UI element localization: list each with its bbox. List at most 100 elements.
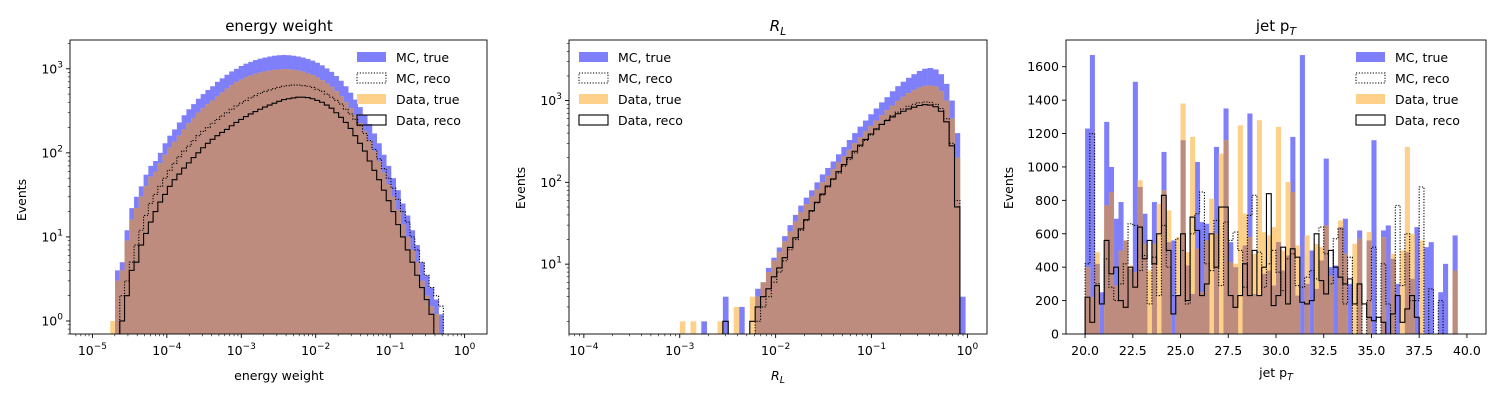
legend-swatch bbox=[1355, 72, 1386, 84]
hist-bar bbox=[352, 115, 358, 334]
hist-bar bbox=[1338, 227, 1344, 334]
hist-bar bbox=[214, 96, 221, 334]
legend-label: Data, reco bbox=[618, 113, 683, 128]
legend-label: Data, reco bbox=[396, 113, 461, 128]
x-tick-label: 27.5 bbox=[1214, 343, 1242, 358]
hist-bar bbox=[1285, 255, 1291, 334]
legend-swatch bbox=[1355, 114, 1386, 126]
hist-bar bbox=[830, 169, 837, 334]
hist-bar bbox=[819, 182, 826, 334]
hist-bar bbox=[814, 189, 821, 334]
hist-bar bbox=[803, 204, 810, 334]
x-tick-label: 10−4 bbox=[569, 342, 598, 358]
x-tick-label: 10−5 bbox=[78, 342, 107, 358]
hist-bar bbox=[1237, 125, 1243, 334]
hist-bar bbox=[782, 241, 788, 334]
series-overlap bbox=[755, 85, 961, 334]
hist-bar bbox=[717, 321, 724, 334]
x-axis-title: jet pT bbox=[1258, 365, 1294, 383]
hist-bar bbox=[873, 120, 880, 334]
x-tick-label: 10−3 bbox=[665, 342, 694, 358]
hist-bar bbox=[181, 129, 187, 334]
hist-bar bbox=[1233, 267, 1239, 334]
x-tick-label: 22.5 bbox=[1119, 343, 1147, 358]
hist-bar bbox=[1166, 242, 1172, 334]
hist-bar bbox=[138, 196, 144, 334]
hist-bar bbox=[1199, 222, 1205, 334]
title-main: R bbox=[770, 17, 780, 35]
hist-bar bbox=[438, 314, 444, 334]
legend-label: MC, true bbox=[618, 50, 671, 65]
hist-bar bbox=[760, 282, 767, 334]
hist-bar bbox=[291, 69, 297, 334]
hist-bar bbox=[1113, 285, 1119, 334]
hist-bar bbox=[262, 71, 268, 334]
hist-bar bbox=[739, 306, 745, 334]
hist-bar bbox=[1409, 278, 1415, 334]
legend-swatch bbox=[578, 72, 609, 84]
panel-rl: RL RL Events 10−4 10−3 10−2 10−1 10010110210… bbox=[513, 17, 988, 386]
hist-bar bbox=[381, 172, 387, 334]
hist-bar bbox=[1309, 250, 1315, 334]
hist-bar bbox=[386, 184, 392, 334]
hist-bar bbox=[376, 160, 382, 334]
panel-title: energy weight bbox=[225, 17, 333, 35]
legend-label: MC, reco bbox=[618, 71, 673, 86]
hist-bar bbox=[701, 321, 707, 334]
x-tick-label: 10−2 bbox=[761, 342, 790, 358]
x-tick-label: 100 bbox=[957, 342, 979, 358]
hist-bar bbox=[1299, 55, 1305, 334]
legend-swatch bbox=[357, 52, 386, 62]
hist-bar bbox=[343, 102, 349, 334]
hist-bar bbox=[405, 236, 411, 334]
hist-bar bbox=[1395, 283, 1401, 334]
hist-bar bbox=[1180, 140, 1186, 334]
hist-bar bbox=[129, 219, 135, 334]
hist-bar bbox=[1228, 262, 1234, 334]
hist-bar bbox=[1256, 295, 1262, 334]
hist-bar bbox=[115, 280, 121, 334]
legend-item: MC, true bbox=[357, 50, 449, 65]
hist-bar bbox=[825, 175, 831, 334]
hist-bar bbox=[1137, 187, 1143, 334]
xlabel-main: R bbox=[771, 368, 780, 383]
hist-bar bbox=[679, 321, 686, 334]
hist-bar bbox=[1147, 270, 1153, 334]
legend-item: MC, true bbox=[579, 50, 671, 65]
legend-item: Data, reco bbox=[1355, 113, 1460, 128]
hist-bar bbox=[1194, 161, 1200, 334]
hist-bar bbox=[357, 123, 363, 334]
hist-bar bbox=[835, 162, 842, 334]
hist-bar bbox=[243, 77, 249, 334]
hist-bar bbox=[1123, 240, 1129, 334]
legend-label: MC, reco bbox=[396, 71, 451, 86]
hist-bar bbox=[433, 314, 439, 334]
hist-bar bbox=[1204, 240, 1210, 334]
hist-bar bbox=[1423, 247, 1430, 334]
x-tick-label: 10−3 bbox=[227, 342, 256, 358]
legend-swatch bbox=[357, 94, 386, 104]
plot-area bbox=[679, 68, 966, 334]
legend-swatch bbox=[579, 52, 608, 62]
series-mc-reco bbox=[1084, 133, 1444, 334]
hist-bar bbox=[1276, 242, 1282, 334]
panel-energy-weight: energy weight energy weight Events 10−5 1… bbox=[14, 17, 488, 383]
hist-bar bbox=[1381, 237, 1387, 334]
hist-bar bbox=[1271, 285, 1277, 334]
series-data-reco bbox=[722, 104, 961, 334]
y-axis-title: Events bbox=[14, 179, 29, 221]
hist-bar bbox=[134, 208, 140, 334]
hist-bar bbox=[167, 147, 173, 334]
hist-bar bbox=[1209, 198, 1215, 334]
hist-bar bbox=[410, 249, 416, 334]
hist-bar bbox=[1085, 267, 1091, 334]
hist-bar bbox=[852, 143, 858, 334]
xlabel-sub: T bbox=[1287, 372, 1294, 383]
hist-bar bbox=[733, 306, 740, 334]
title-sub: T bbox=[1289, 25, 1297, 38]
hist-bar bbox=[329, 86, 335, 334]
y-axis-title: Events bbox=[513, 167, 528, 209]
hist-bar bbox=[846, 149, 853, 334]
hist-bar bbox=[1218, 153, 1224, 334]
hist-bar bbox=[371, 151, 378, 334]
